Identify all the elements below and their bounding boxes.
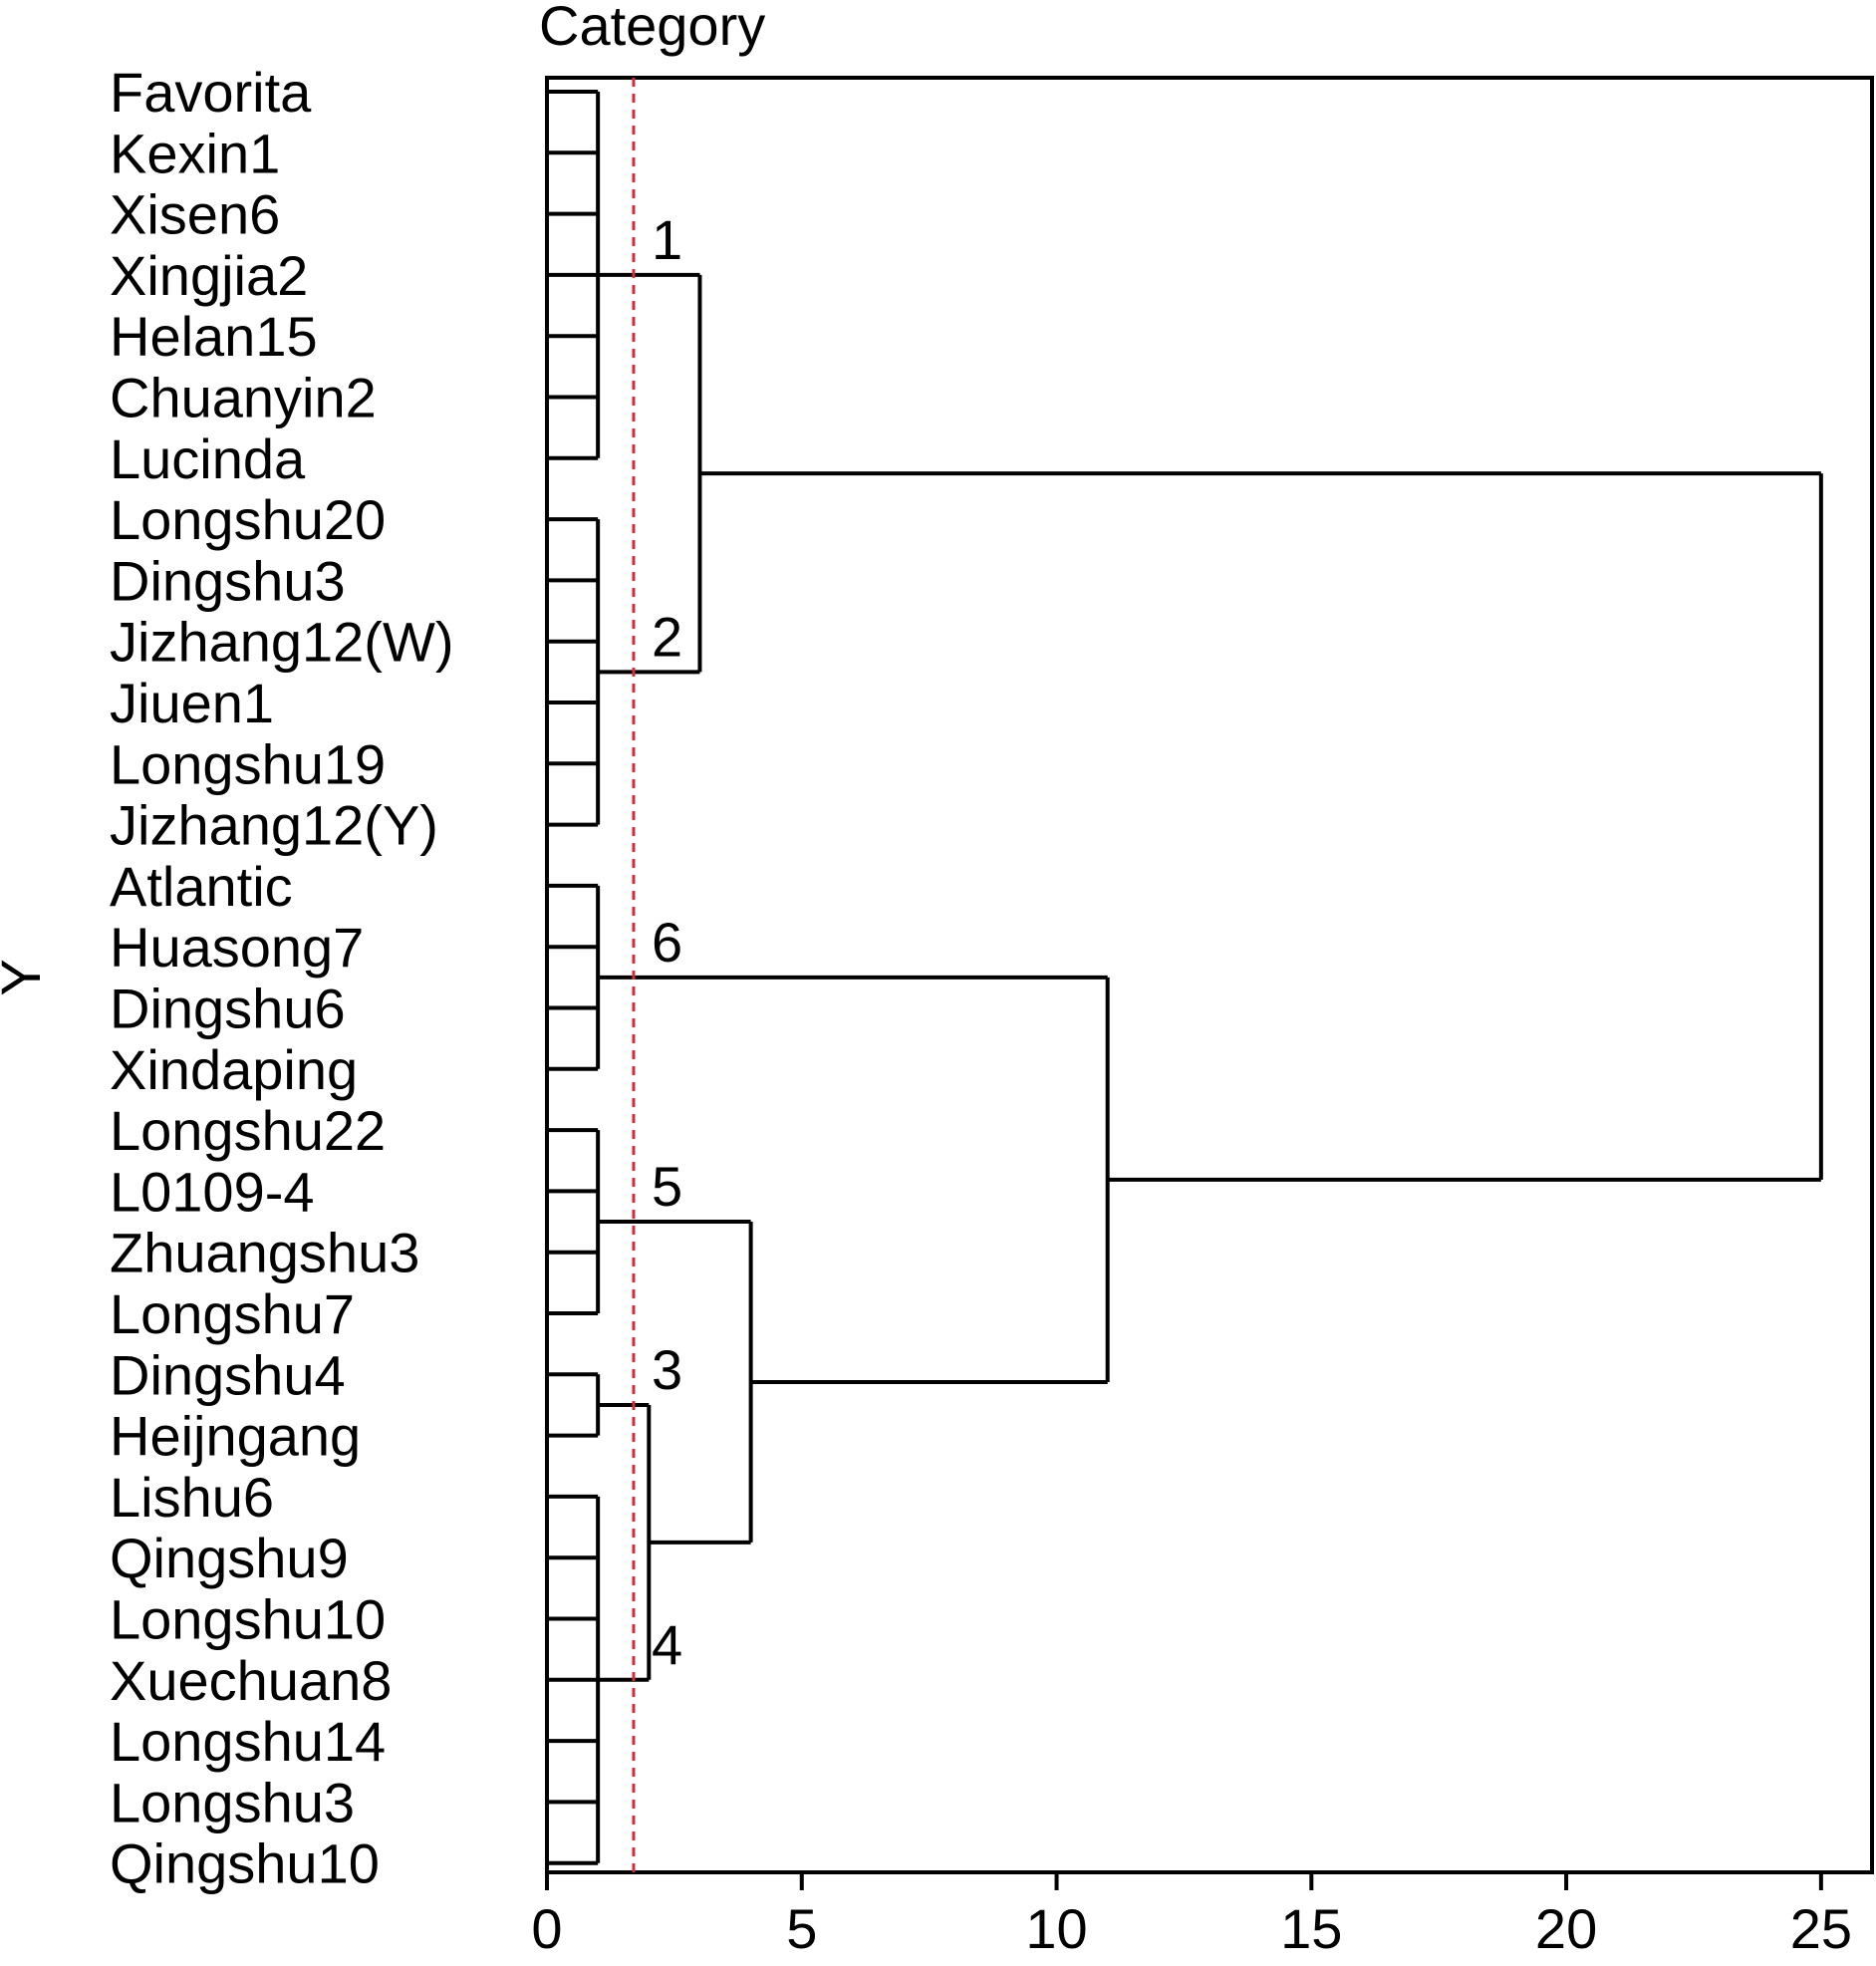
leaf-label: Dingshu6	[110, 978, 346, 1040]
leaf-label: Heijngang	[110, 1405, 361, 1468]
cluster-labels: 1 2 6 5 3 4	[652, 208, 682, 1676]
leaf-label: Lucinda	[110, 427, 306, 490]
x-tick-label: 10	[1025, 1897, 1087, 1960]
plot-frame	[545, 76, 1874, 1874]
leaf-label: Chuanyin2	[110, 367, 377, 429]
x-tick-label: 20	[1535, 1897, 1597, 1960]
x-tick-label: 5	[786, 1897, 817, 1960]
x-tick-label: 0	[531, 1897, 562, 1960]
leaf-label: Favorita	[110, 61, 312, 124]
leaf-label: Longshu22	[110, 1099, 386, 1162]
dendrogram-links	[547, 90, 1823, 1865]
y-axis-label: Y	[0, 959, 52, 995]
x-axis-ticks: 0 5 10 15 20 25	[531, 1872, 1852, 1960]
leaf-label: Xingjia2	[110, 244, 308, 307]
leaf-label: Zhuangshu3	[110, 1222, 419, 1284]
leaf-label: Qingshu9	[110, 1527, 349, 1589]
leaf-label: Xindaping	[110, 1038, 358, 1101]
leaf-label: Jiuen1	[110, 672, 274, 734]
leaf-label: Dingshu4	[110, 1343, 346, 1406]
x-tick-label: 15	[1280, 1897, 1342, 1960]
leaf-label: Xuechuan8	[110, 1649, 392, 1712]
leaf-labels: FavoritaKexin1Xisen6Xingjia2Helan15Chuan…	[110, 61, 453, 1895]
leaf-label: Xisen6	[110, 183, 280, 246]
cluster-label: 1	[652, 208, 682, 271]
leaf-label: Dingshu3	[110, 549, 346, 612]
leaf-label: L0109-4	[110, 1160, 315, 1223]
leaf-label: Lishu6	[110, 1466, 274, 1529]
leaf-label: Longshu20	[110, 488, 386, 551]
leaf-label: Longshu10	[110, 1588, 386, 1651]
cluster-label: 3	[652, 1338, 682, 1401]
leaf-label: Longshu3	[110, 1771, 355, 1833]
leaf-label: Atlantic	[110, 855, 293, 918]
leaf-label: Longshu14	[110, 1710, 386, 1773]
leaf-label: Jizhang12(Y)	[110, 794, 438, 857]
leaf-label: Kexin1	[110, 122, 280, 184]
cluster-label: 4	[652, 1613, 682, 1676]
cluster-label: 6	[652, 911, 682, 974]
leaf-label: Longshu7	[110, 1282, 355, 1345]
leaf-label: Jizhang12(W)	[110, 611, 453, 674]
leaf-label: Helan15	[110, 305, 318, 368]
chart-title: Category	[539, 0, 765, 57]
leaf-label: Huasong7	[110, 916, 364, 979]
x-tick-label: 25	[1790, 1897, 1852, 1960]
cluster-label: 5	[652, 1155, 682, 1218]
leaf-label: Qingshu10	[110, 1832, 380, 1895]
leaf-label: Longshu19	[110, 732, 386, 795]
cluster-label: 2	[652, 605, 682, 668]
